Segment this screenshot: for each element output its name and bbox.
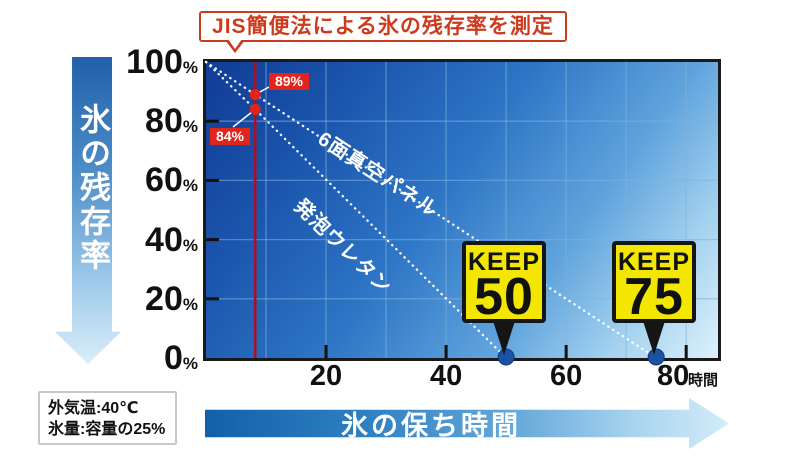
measurement-dot xyxy=(249,103,261,115)
chart-title: JIS簡便法による氷の残存率を測定 xyxy=(212,15,554,38)
keep-75-badge: KEEP 75 xyxy=(612,241,696,323)
keep-50-word: KEEP xyxy=(467,248,541,276)
condition-ice-amount: 氷量:容量の25% xyxy=(48,421,166,438)
x-tick-label: 20 xyxy=(309,360,343,392)
title-callout: JIS簡便法による氷の残存率を測定 xyxy=(199,11,567,53)
y-tick-label: 60% xyxy=(145,161,198,200)
percent-sign: % xyxy=(182,354,198,373)
x-axis-right-arrow-icon: 氷の保ち時間 xyxy=(205,398,729,449)
plot-canvas xyxy=(204,60,718,366)
annotation-89-percent: 89% xyxy=(269,73,309,90)
percent-sign: % xyxy=(182,117,198,137)
x-tick-label: 60 xyxy=(550,360,583,392)
x-axis-unit: 時間 xyxy=(688,372,719,389)
keep-75-number: 75 xyxy=(624,268,684,326)
y-tick-label: 100% xyxy=(126,43,198,81)
keep-50-number: 50 xyxy=(474,268,534,326)
x-tick-label: 80 xyxy=(657,360,690,392)
percent-sign: % xyxy=(182,294,198,314)
y-tick-label: 40% xyxy=(145,220,198,259)
keep-50-badge: KEEP 50 xyxy=(462,241,546,323)
annotation-84-percent: 84% xyxy=(210,128,250,145)
measurement-dot xyxy=(249,89,261,101)
x-axis-arrow-label: 氷の保ち時間 xyxy=(341,411,521,441)
condition-temperature: 外気温:40℃ xyxy=(48,400,139,417)
series-line-1 xyxy=(204,60,508,360)
percent-sign: % xyxy=(182,58,198,77)
percent-sign: % xyxy=(182,176,198,196)
y-tick-label: 0% xyxy=(163,339,198,377)
y-axis-title: 氷の残存率 xyxy=(75,103,110,273)
percent-sign: % xyxy=(182,235,198,255)
y-tick-label: 80% xyxy=(145,102,198,141)
keep-75-word: KEEP xyxy=(617,248,691,276)
y-tick-label: 20% xyxy=(145,279,198,318)
x-tick-label: 40 xyxy=(429,360,463,392)
test-conditions-box: 外気温:40℃ 氷量:容量の25% xyxy=(38,391,177,445)
